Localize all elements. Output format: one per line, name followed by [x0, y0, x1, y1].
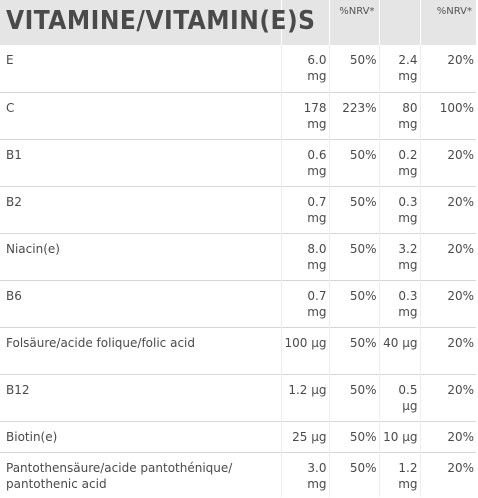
amount-per-serving: 25 µg: [280, 420, 329, 452]
table-title: VITAMINE/VITAMIN(E)S: [6, 6, 316, 36]
nrv-percent-per-portion: 20%: [419, 45, 476, 92]
nrv-percent-per-portion: 20%: [419, 420, 476, 452]
amount-per-portion: 3.2 mg: [378, 232, 420, 280]
amount-per-serving: 6.0 mg: [280, 45, 329, 92]
vitamin-name: B2: [0, 185, 281, 233]
vitamin-name: Niacin(e): [0, 232, 281, 280]
nrv-percent-per-serving: 50%: [328, 45, 379, 92]
vitamin-name: B6: [0, 279, 281, 327]
table-row: Folsäure/acide folique/folic acid 100 µg…: [0, 326, 476, 374]
nrv-percent-per-serving: 50%: [328, 185, 379, 233]
nrv-percent-per-portion: 20%: [419, 138, 476, 186]
nrv-percent-per-serving: 50%: [328, 232, 379, 280]
table-row: B12 1.2 µg 50% 0.5 µg 20%: [0, 373, 476, 421]
amount-per-serving: 100 µg: [280, 326, 329, 374]
vitamin-name: C: [0, 91, 281, 139]
nrv-percent-per-serving: 223%: [328, 91, 379, 139]
amount-per-portion: 0.2 mg: [378, 138, 420, 186]
vitamin-name: E: [6, 53, 14, 67]
table-row: Biotin(e) 25 µg 50% 10 µg 20%: [0, 420, 476, 452]
table-header-row: VITAMINE/VITAMIN(E)S %NRV* %NRV*: [0, 0, 476, 45]
vitamin-name: Biotin(e): [0, 420, 281, 452]
amount-per-portion: 40 µg: [378, 326, 420, 374]
column-header-amount-2: [378, 0, 420, 45]
amount-per-serving: 1.2 µg: [280, 373, 329, 421]
nrv-percent-per-portion: 20%: [419, 451, 476, 497]
nrv-percent-per-portion: 20%: [419, 279, 476, 327]
amount-per-portion: 2.4 mg: [378, 45, 420, 92]
nrv-percent-per-portion: 20%: [419, 326, 476, 374]
nrv-percent-per-portion: 20%: [419, 232, 476, 280]
table-row: E 6.0 mg 50% 2.4 mg 20%: [0, 45, 476, 92]
table-row: Niacin(e) 8.0 mg 50% 3.2 mg 20%: [0, 232, 476, 280]
table-row: B6 0.7 mg 50% 0.3 mg 20%: [0, 279, 476, 327]
amount-per-portion: 1.2 mg: [378, 451, 420, 497]
vitamin-name: B1: [0, 138, 281, 186]
amount-per-portion: 0.3 mg: [378, 185, 420, 233]
amount-per-serving: 178 mg: [280, 91, 329, 139]
column-header-amount-1: [280, 0, 329, 45]
nrv-percent-per-serving: 50%: [328, 326, 379, 374]
amount-per-serving: 0.7 mg: [280, 185, 329, 233]
nrv-percent-per-portion: 100%: [419, 91, 476, 139]
amount-per-serving: 0.7 mg: [280, 279, 329, 327]
nrv-percent-per-portion: 20%: [419, 373, 476, 421]
vitamin-name: B12: [0, 373, 281, 421]
table-row: C 178 mg 223% 80 mg 100%: [0, 91, 476, 139]
amount-per-portion: 0.5 µg: [378, 373, 420, 421]
column-header-nrv-2: %NRV*: [419, 0, 476, 45]
amount-per-portion: 0.3 mg: [378, 279, 420, 327]
nrv-percent-per-serving: 50%: [328, 420, 379, 452]
amount-per-portion: 10 µg: [378, 420, 420, 452]
amount-per-serving: 8.0 mg: [280, 232, 329, 280]
table-row: B1 0.6 mg 50% 0.2 mg 20%: [0, 138, 476, 186]
column-header-nrv-1: %NRV*: [328, 0, 379, 45]
amount-per-serving: 0.6 mg: [280, 138, 329, 186]
nrv-percent-per-serving: 50%: [328, 279, 379, 327]
nrv-percent-per-serving: 50%: [328, 138, 379, 186]
nrv-percent-per-portion: 20%: [419, 185, 476, 233]
table-row: Pantothensäure/acide pantothénique/ pant…: [0, 451, 476, 497]
nrv-percent-per-serving: 50%: [328, 451, 379, 497]
table-row: B2 0.7 mg 50% 0.3 mg 20%: [0, 185, 476, 233]
vitamin-name: Pantothensäure/acide pantothénique/ pant…: [0, 451, 281, 497]
amount-per-serving: 3.0 mg: [280, 451, 329, 497]
amount-per-portion: 80 mg: [378, 91, 420, 139]
vitamin-name: Folsäure/acide folique/folic acid: [0, 326, 281, 374]
nrv-percent-per-serving: 50%: [328, 373, 379, 421]
